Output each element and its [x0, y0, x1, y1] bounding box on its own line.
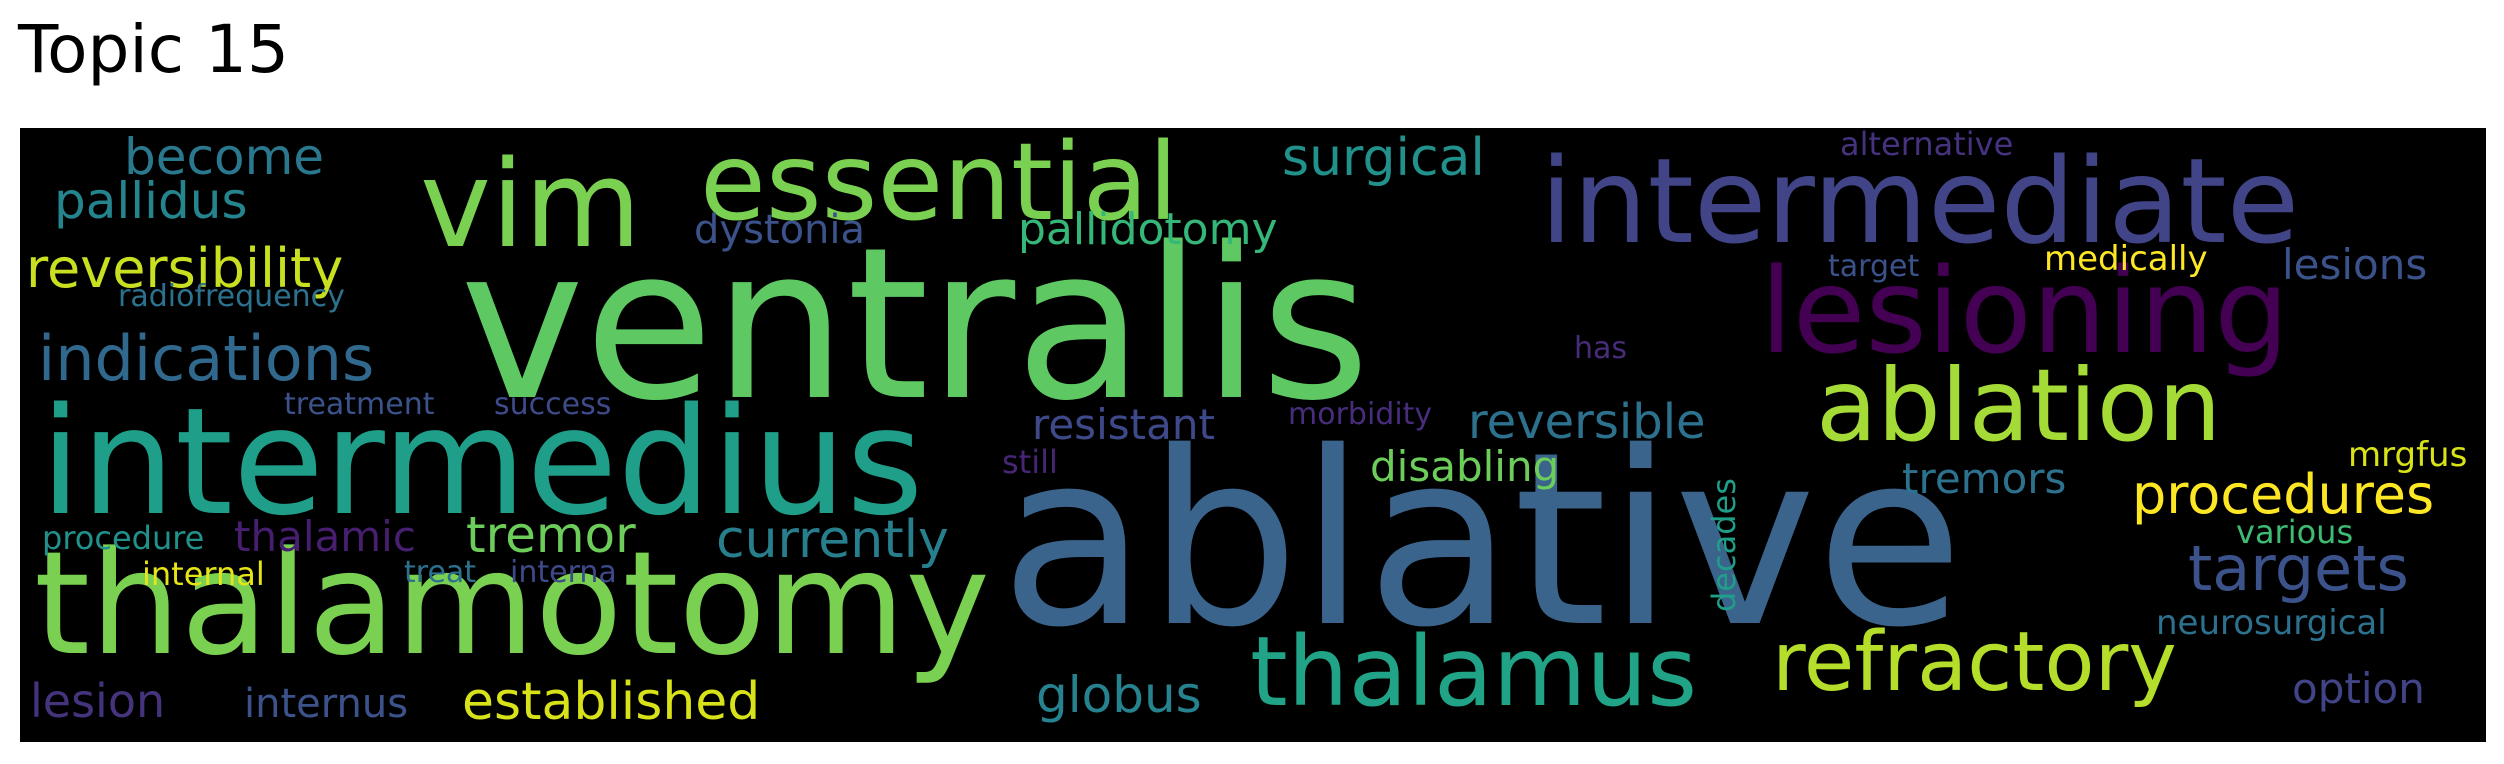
word: decades — [1705, 478, 1743, 612]
word: globus — [1036, 666, 1202, 724]
word: procedure — [42, 519, 205, 557]
word: reversibility — [26, 237, 344, 300]
word: reversible — [1468, 394, 1706, 450]
word: success — [494, 387, 612, 422]
word: intermedius — [40, 376, 924, 548]
word: treat — [404, 555, 477, 590]
word: thalamic — [234, 512, 416, 561]
word: surgical — [1282, 128, 1485, 188]
word: morbidity — [1288, 397, 1433, 432]
word: internus — [244, 681, 409, 727]
word: alternative — [1840, 128, 2014, 163]
word: lesion — [30, 674, 166, 728]
word: internal — [142, 555, 265, 593]
word: tremor — [466, 506, 636, 564]
word: tremors — [1902, 454, 2067, 503]
word: ablative — [1000, 400, 1964, 680]
word: pallidus — [54, 172, 248, 230]
word: essential — [700, 128, 1178, 245]
word: ventralis — [460, 202, 1371, 447]
word: targets — [2188, 532, 2409, 605]
word: interna — [510, 555, 617, 590]
word: become — [124, 128, 325, 186]
word: intermediate — [1540, 132, 2300, 270]
word: radiofrequency — [118, 279, 345, 314]
word: vim — [420, 136, 642, 275]
word: pallidotomy — [1018, 204, 1278, 255]
word: established — [462, 672, 761, 732]
word: neurosurgical — [2156, 603, 2387, 643]
word: various — [2236, 513, 2354, 551]
word: lesions — [2282, 240, 2428, 289]
word: still — [1002, 443, 1058, 481]
word-cloud: ventralis ablative intermedius thalamoto… — [20, 128, 2486, 742]
word: refractory — [1772, 615, 2177, 710]
word: medically — [2044, 239, 2208, 279]
word: indications — [38, 322, 375, 395]
word: has — [1574, 331, 1628, 366]
figure-title: Topic 15 — [18, 11, 289, 88]
word: disabling — [1370, 442, 1560, 491]
word: dystonia — [694, 207, 866, 253]
word: resistant — [1032, 400, 1215, 449]
word: target — [1828, 249, 1920, 284]
word: currently — [716, 510, 949, 570]
word: treatment — [284, 387, 435, 422]
word: mrgfus — [2348, 435, 2468, 475]
word: ablation — [1816, 347, 2222, 464]
word: lesioning — [1760, 242, 2290, 380]
word: option — [2292, 664, 2425, 713]
word: thalamus — [1250, 616, 1698, 728]
word: thalamotomy — [34, 520, 990, 687]
word: procedures — [2132, 463, 2435, 526]
